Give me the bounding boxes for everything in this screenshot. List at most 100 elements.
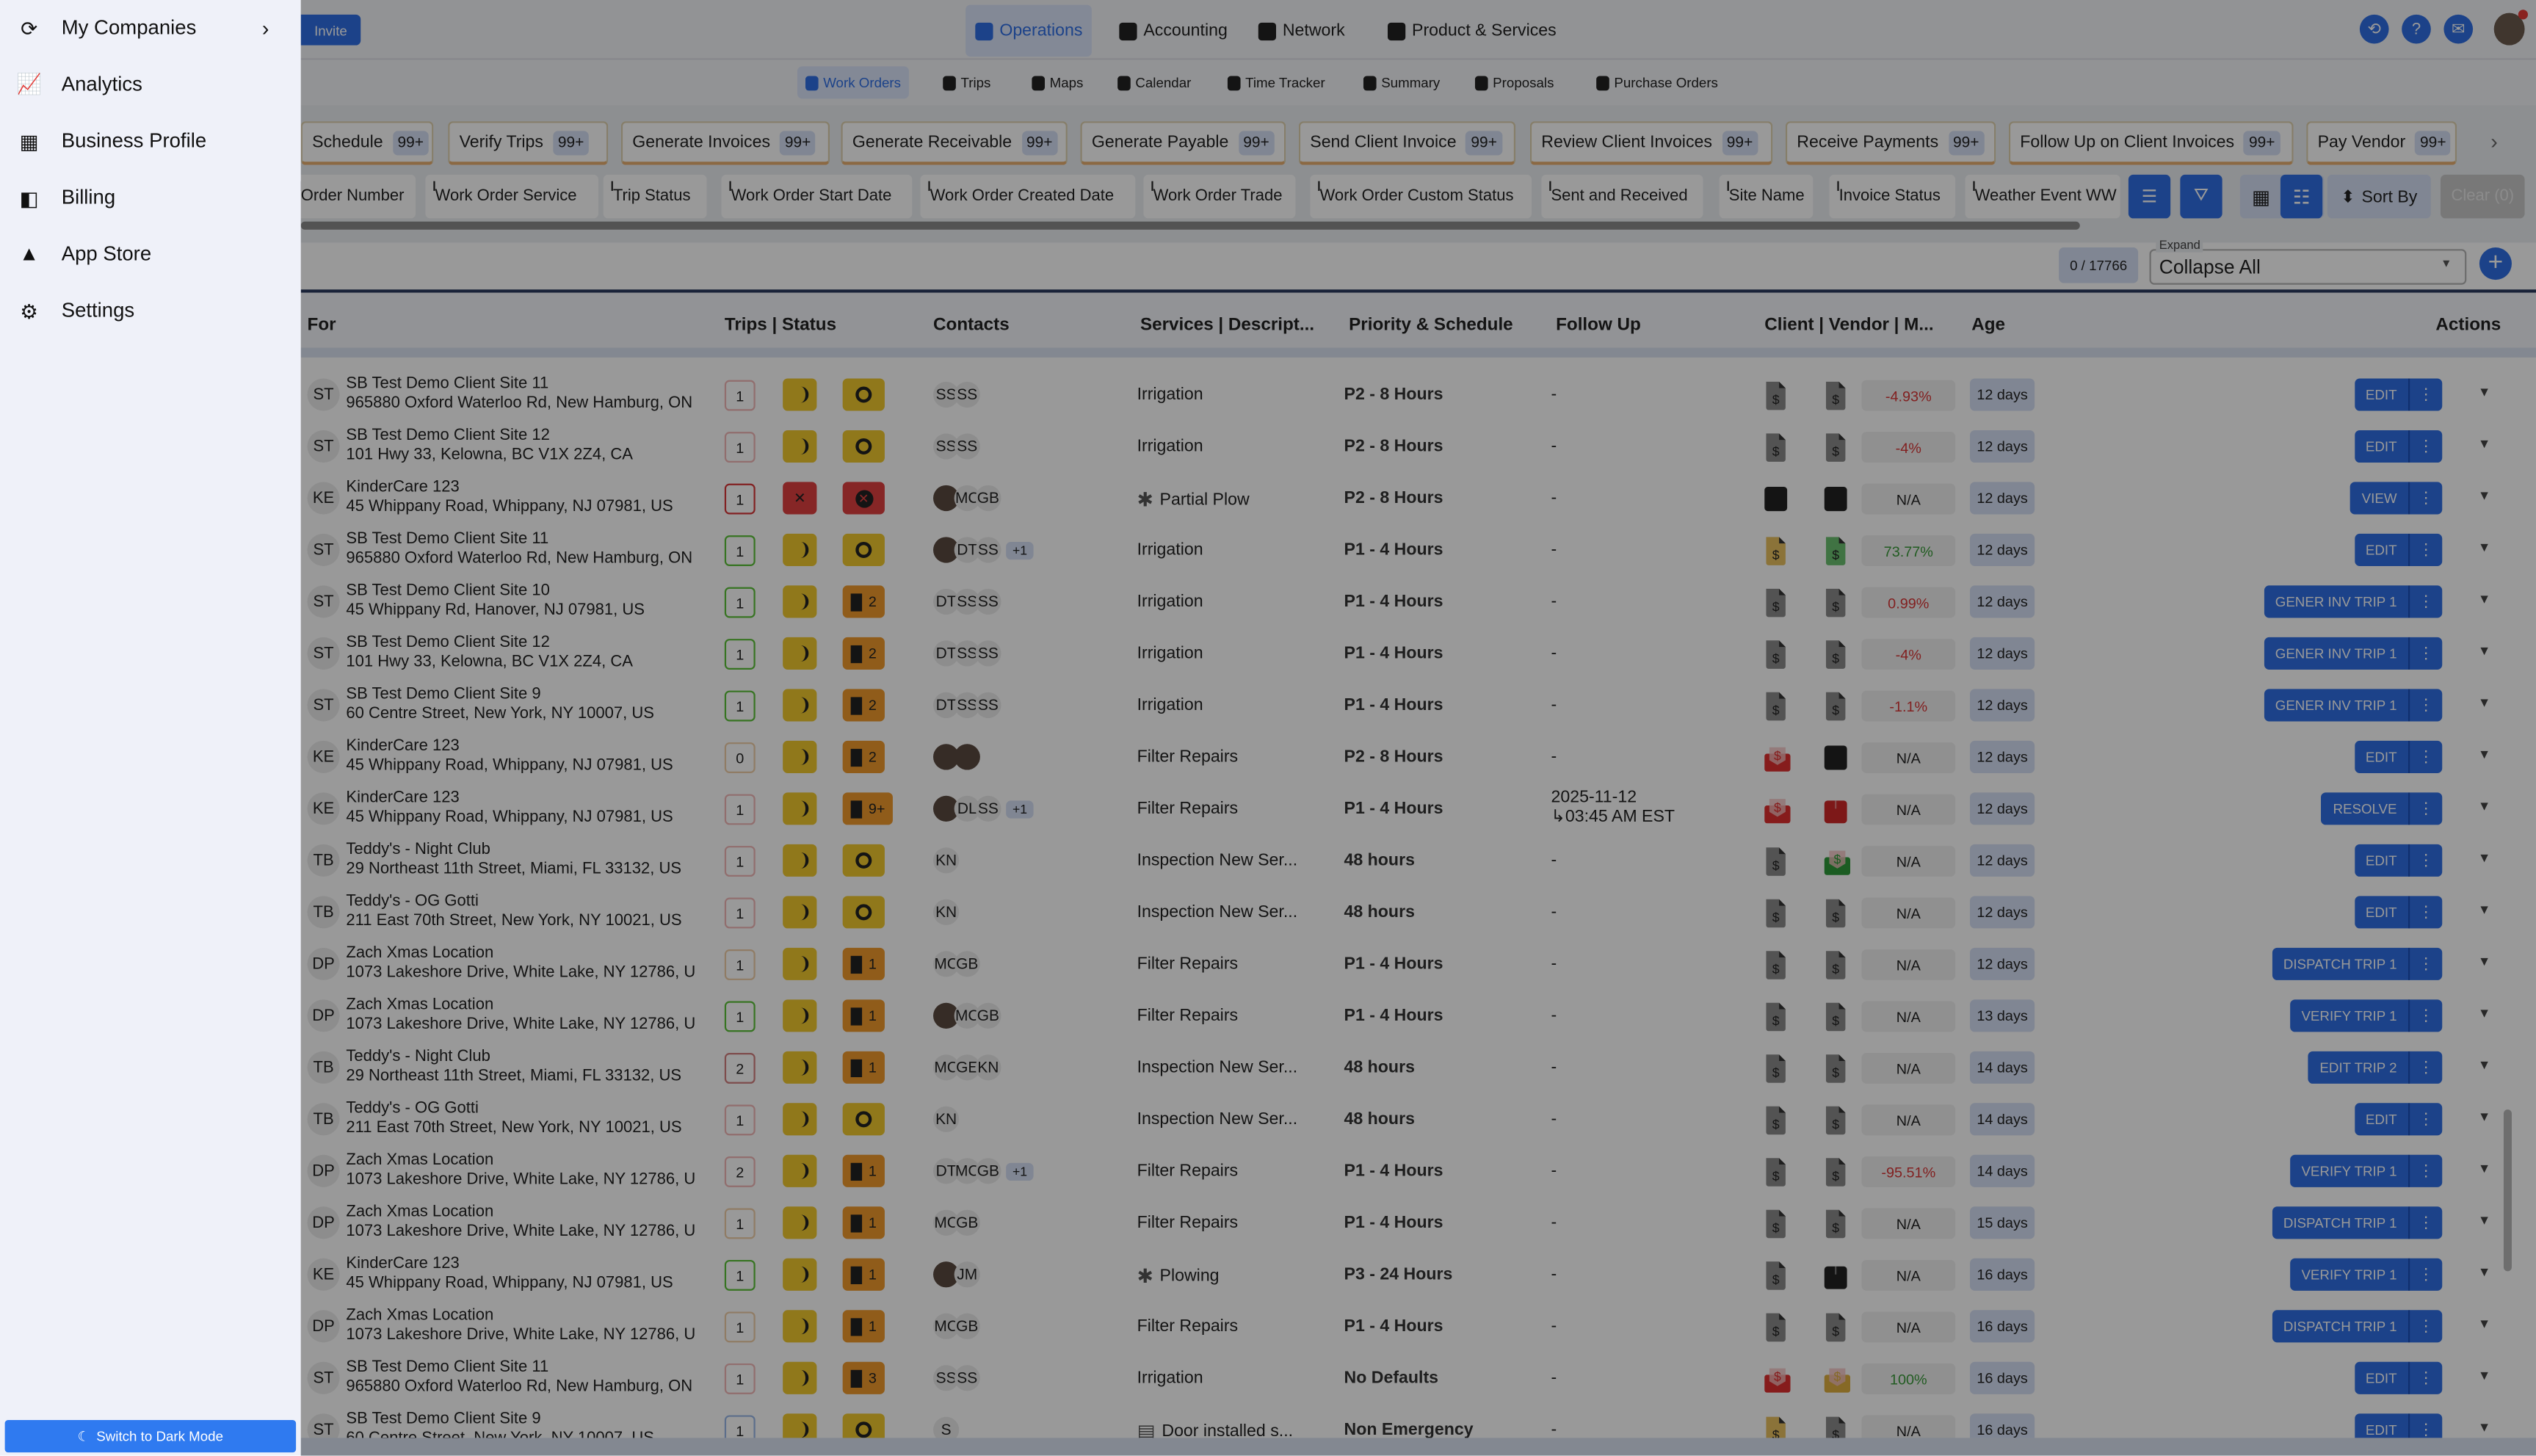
client-invoice-doc-gray-icon[interactable]: $: [1763, 949, 1789, 980]
contact-avatar[interactable]: SS: [954, 1365, 980, 1391]
more-options-icon[interactable]: ⋮: [2418, 1110, 2435, 1129]
column-header[interactable]: Services | Descript...: [1140, 315, 1315, 335]
vendor-bill-doc-gray-icon[interactable]: $: [1823, 1311, 1849, 1342]
client-invoice-doc-yellow-icon[interactable]: $: [1763, 535, 1789, 566]
sidebar-item-app-store[interactable]: ▲ App Store: [0, 230, 301, 278]
tab-network[interactable]: Network: [1249, 5, 1355, 57]
client-invoice-doc-gray-icon[interactable]: $: [1763, 639, 1789, 670]
vertical-scrollbar[interactable]: [2503, 1109, 2512, 1272]
table-row[interactable]: ST SB Test Demo Client Site 11 965880 Oxf…: [300, 369, 2536, 421]
tab-product-services[interactable]: Product & Services: [1378, 5, 1566, 57]
column-filter-chip[interactable]: Invoice Status: [1829, 174, 1956, 219]
clear-filters-button[interactable]: Clear (0): [2441, 174, 2525, 219]
trip-status-in-progress[interactable]: [842, 430, 885, 463]
sidebar-item-analytics[interactable]: 📈 Analytics: [0, 60, 301, 109]
vendor-bill-envelope-yellow-icon[interactable]: $: [1823, 1363, 1851, 1394]
vendor-bill-doc-gray-icon[interactable]: $: [1823, 587, 1849, 618]
column-filter-chip[interactable]: Trip Status: [603, 174, 707, 219]
work-order-status-pending[interactable]: [783, 1206, 817, 1239]
contact-avatar[interactable]: GB: [975, 485, 1001, 512]
trip-count[interactable]: 1: [724, 1311, 756, 1343]
column-filter-chip[interactable]: Sent and Received: [1541, 174, 1703, 219]
subtab-proposals[interactable]: Proposals: [1467, 66, 1562, 98]
expand-row-caret-icon[interactable]: ▼: [2477, 902, 2491, 917]
vendor-bill-doc-gray-icon[interactable]: $: [1823, 380, 1849, 411]
subtab-maps[interactable]: Maps: [1024, 66, 1091, 98]
subtab-calendar[interactable]: Calendar: [1109, 66, 1199, 98]
document-status-badge[interactable]: 3: [842, 1361, 885, 1394]
more-options-icon[interactable]: ⋮: [2418, 955, 2435, 973]
column-filter-chip[interactable]: Site Name: [1719, 174, 1814, 219]
expand-row-caret-icon[interactable]: ▼: [2477, 1420, 2491, 1435]
document-status-badge[interactable]: 1: [842, 1206, 885, 1239]
more-contacts-badge[interactable]: +1: [1006, 540, 1034, 559]
vendor-bill-box-red-icon[interactable]: [1823, 794, 1849, 825]
site-info[interactable]: Zach Xmas Location 1073 Lakeshore Drive, …: [346, 1151, 695, 1190]
trip-count[interactable]: 1: [724, 380, 756, 411]
expand-row-caret-icon[interactable]: ▼: [2477, 540, 2491, 555]
more-options-icon[interactable]: ⋮: [2418, 593, 2435, 611]
queue-chip[interactable]: Pay Vendor 99+: [2306, 121, 2457, 165]
row-action-button[interactable]: GENER INV TRIP 1: [2264, 689, 2410, 722]
work-order-status-pending[interactable]: [783, 792, 817, 825]
site-info[interactable]: Teddy's - OG Gotti 211 East 70th Street, …: [346, 893, 695, 932]
queue-chip[interactable]: Verify Trips 99+: [448, 121, 609, 165]
column-header[interactable]: Follow Up: [1556, 315, 1641, 335]
trip-count[interactable]: 1: [724, 1363, 756, 1394]
client-invoice-doc-gray-icon[interactable]: $: [1763, 691, 1789, 722]
client-invoice-doc-gray-icon[interactable]: $: [1763, 587, 1789, 618]
grid-view-icon[interactable]: ▦: [2252, 185, 2271, 209]
contact-avatar[interactable]: SS: [954, 640, 980, 667]
work-order-status-pending[interactable]: [783, 585, 817, 618]
filter-button[interactable]: ⛛: [2180, 174, 2222, 219]
column-filter-chip[interactable]: Weather Event WW: [1965, 174, 2120, 219]
contact-avatar[interactable]: MC: [933, 1209, 960, 1236]
trip-count[interactable]: 1: [724, 1259, 756, 1291]
list-view-icon[interactable]: ☷: [2280, 174, 2323, 219]
contact-avatar[interactable]: DT: [954, 537, 980, 563]
work-order-status-pending[interactable]: [783, 1310, 817, 1343]
trip-count[interactable]: 1: [724, 949, 756, 980]
contact-avatar[interactable]: SS: [975, 795, 1001, 822]
row-action-button[interactable]: VIEW: [2350, 482, 2410, 515]
trip-count[interactable]: 1: [724, 690, 756, 722]
queue-chip[interactable]: Generate Invoices 99+: [620, 121, 830, 165]
table-row[interactable]: ST SB Test Demo Client Site 12 101 Hwy 33…: [300, 420, 2536, 473]
more-options-icon[interactable]: ⋮: [2418, 696, 2435, 714]
work-order-status-pending[interactable]: [783, 1103, 817, 1136]
history-icon[interactable]: ⟲: [2359, 14, 2389, 44]
table-row[interactable]: TB Teddy's - OG Gotti 211 East 70th Stree…: [300, 1093, 2536, 1145]
row-action-button[interactable]: EDIT TRIP 2: [2308, 1051, 2410, 1084]
expand-row-caret-icon[interactable]: ▼: [2477, 747, 2491, 762]
document-status-badge[interactable]: 2: [842, 689, 885, 722]
contact-avatar[interactable]: KN: [933, 847, 960, 874]
expand-row-caret-icon[interactable]: ▼: [2477, 954, 2491, 969]
site-info[interactable]: KinderCare 123 45 Whippany Road, Whippany…: [346, 737, 695, 776]
client-invoice-doc-gray-icon[interactable]: $: [1763, 1156, 1789, 1187]
column-settings-button[interactable]: ☰: [2128, 174, 2171, 219]
table-row[interactable]: ST SB Test Demo Client Site 12 101 Hwy 33…: [300, 627, 2536, 680]
site-info[interactable]: SB Test Demo Client Site 12 101 Hwy 33, K…: [346, 427, 695, 466]
site-info[interactable]: SB Test Demo Client Site 11 965880 Oxford…: [346, 375, 695, 414]
row-action-button[interactable]: GENER INV TRIP 1: [2264, 637, 2410, 670]
vendor-bill-doc-gray-icon[interactable]: $: [1823, 1002, 1849, 1032]
work-order-status-pending[interactable]: [783, 1258, 817, 1291]
contact-avatar[interactable]: KN: [933, 899, 960, 926]
subtab-trips[interactable]: Trips: [935, 66, 999, 98]
column-header[interactable]: Contacts: [933, 315, 1010, 335]
table-row[interactable]: KE KinderCare 123 45 Whippany Road, Whipp…: [300, 731, 2536, 783]
contact-avatar[interactable]: KN: [933, 1106, 960, 1132]
trip-count[interactable]: 1: [724, 1001, 756, 1032]
more-options-icon[interactable]: ⋮: [2418, 1265, 2435, 1283]
trip-count[interactable]: 1: [724, 483, 756, 515]
row-action-button[interactable]: VERIFY TRIP 1: [2290, 1154, 2410, 1187]
site-info[interactable]: Zach Xmas Location 1073 Lakeshore Drive, …: [346, 944, 695, 983]
trip-status-in-progress[interactable]: [842, 533, 885, 566]
contact-avatar[interactable]: JM: [954, 1261, 980, 1288]
row-action-button[interactable]: VERIFY TRIP 1: [2290, 999, 2410, 1032]
client-invoice-doc-gray-icon[interactable]: $: [1763, 432, 1789, 463]
contact-avatar[interactable]: SS: [975, 537, 1001, 563]
table-row[interactable]: TB Teddy's - Night Club 29 Northeast 11th…: [300, 1041, 2536, 1094]
trip-status-in-progress[interactable]: [842, 1103, 885, 1136]
tab-accounting[interactable]: Accounting: [1109, 5, 1237, 57]
